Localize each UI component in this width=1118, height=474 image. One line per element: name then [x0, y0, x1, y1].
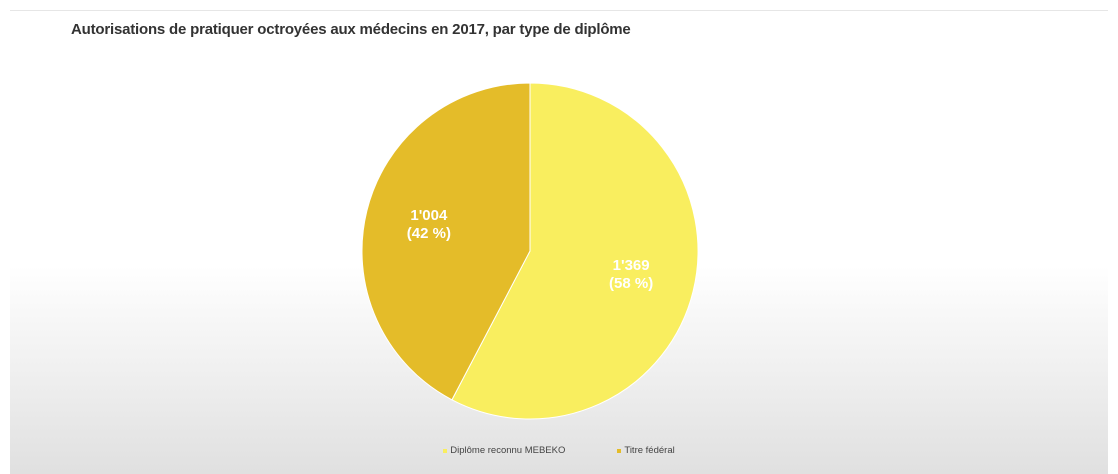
legend-label-titre-federal: Titre fédéral [624, 445, 675, 456]
chart-legend: Diplôme reconnu MEBEKO Titre fédéral [10, 445, 1108, 456]
legend-swatch-mebeko [443, 448, 448, 453]
pie-slice-1[interactable] [361, 82, 531, 401]
legend-item-mebeko[interactable]: Diplôme reconnu MEBEKO [443, 445, 565, 456]
legend-label-mebeko: Diplôme reconnu MEBEKO [450, 445, 566, 456]
pie-slice-0[interactable] [451, 82, 699, 420]
slice-data-label-1: 1'004 (42 %) [407, 207, 451, 242]
pie-chart: 1'369 (58 %) 1'004 (42 %) [361, 82, 699, 420]
legend-item-titre-federal[interactable]: Titre fédéral [617, 445, 675, 456]
legend-swatch-titre-federal [617, 448, 622, 453]
slice-data-label-0: 1'369 (58 %) [609, 257, 653, 292]
chart-frame: Autorisations de pratiquer octroyées aux… [10, 10, 1108, 474]
chart-title: Autorisations de pratiquer octroyées aux… [71, 21, 631, 38]
